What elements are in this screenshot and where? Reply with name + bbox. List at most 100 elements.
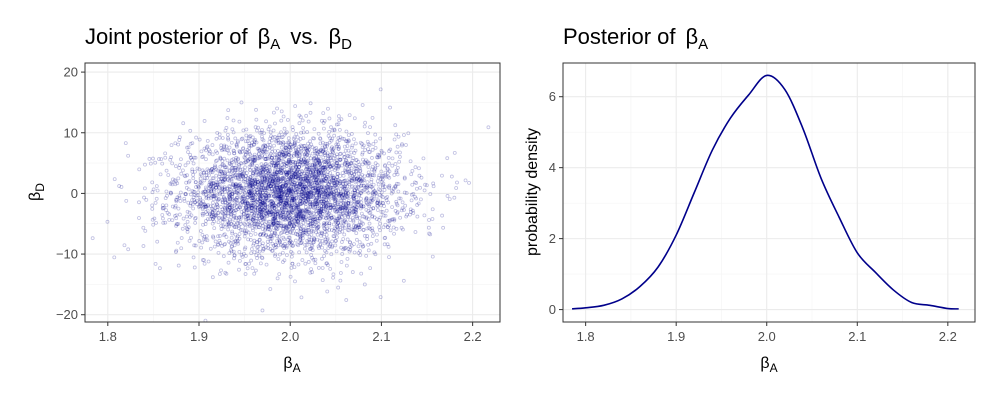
scatter-point	[333, 207, 338, 212]
scatter-point	[371, 206, 376, 211]
scatter-point	[447, 197, 452, 202]
scatter-point	[332, 154, 337, 158]
scatter-point	[342, 187, 347, 192]
scatter-point	[387, 175, 392, 180]
scatter-point	[357, 182, 361, 187]
scatter-point	[216, 211, 220, 216]
scatter-point	[289, 175, 294, 180]
scatter-point	[298, 201, 303, 206]
scatter-x-tick-label: 2.0	[281, 329, 299, 344]
scatter-point	[225, 206, 230, 211]
scatter-point	[361, 221, 365, 226]
scatter-point	[286, 152, 290, 156]
scatter-point	[270, 149, 275, 154]
scatter-point	[350, 270, 355, 274]
scatter-point	[375, 163, 380, 168]
scatter-point	[326, 187, 331, 192]
scatter-point	[222, 187, 226, 192]
scatter-point	[276, 190, 281, 195]
scatter-point	[266, 227, 271, 232]
scatter-point	[233, 232, 238, 237]
scatter-point	[308, 139, 313, 144]
scatter-point	[203, 189, 208, 194]
scatter-point	[250, 135, 255, 140]
scatter-point	[281, 210, 286, 215]
scatter-point	[335, 178, 340, 182]
scatter-point	[449, 174, 454, 179]
scatter-point	[245, 171, 249, 175]
scatter-point	[194, 185, 198, 189]
scatter-point	[333, 197, 338, 202]
scatter-point	[237, 172, 242, 177]
scatter-point	[166, 173, 171, 177]
scatter-point	[296, 159, 301, 164]
scatter-point	[304, 177, 309, 182]
scatter-point	[339, 117, 344, 122]
scatter-point	[197, 205, 201, 209]
scatter-point	[352, 242, 356, 247]
scatter-point	[256, 167, 260, 172]
scatter-point	[233, 136, 238, 141]
scatter-point	[279, 190, 284, 195]
scatter-point	[273, 213, 278, 218]
scatter-point	[250, 173, 255, 178]
scatter-point	[253, 181, 258, 186]
scatter-point	[234, 201, 239, 206]
scatter-point	[303, 196, 308, 201]
scatter-point	[222, 185, 227, 190]
scatter-point	[398, 150, 402, 155]
scatter-point	[328, 206, 333, 211]
scatter-point	[305, 152, 310, 157]
scatter-point	[278, 185, 283, 190]
scatter-point	[426, 225, 431, 230]
scatter-point	[301, 221, 306, 225]
scatter-point	[277, 201, 282, 206]
scatter-point	[249, 247, 254, 251]
scatter-point	[198, 180, 203, 185]
scatter-point	[302, 230, 307, 235]
scatter-point	[276, 170, 281, 175]
scatter-point	[387, 169, 392, 174]
scatter-point	[267, 181, 272, 186]
scatter-point	[366, 190, 371, 195]
scatter-point	[306, 195, 311, 200]
scatter-point	[309, 182, 313, 187]
scatter-point	[291, 198, 296, 203]
scatter-point	[231, 174, 236, 178]
scatter-point	[302, 246, 307, 251]
scatter-point	[270, 180, 275, 184]
scatter-point	[237, 267, 241, 272]
scatter-point	[204, 218, 208, 223]
scatter-point	[351, 210, 356, 214]
scatter-point	[306, 211, 311, 216]
scatter-point	[369, 196, 374, 201]
scatter-point	[324, 189, 328, 193]
scatter-point	[262, 197, 267, 202]
scatter-point	[286, 136, 291, 141]
scatter-point	[123, 141, 128, 146]
scatter-point	[383, 222, 388, 227]
scatter-point	[303, 162, 308, 167]
scatter-point	[286, 187, 291, 192]
scatter-point	[289, 198, 294, 203]
scatter-point	[349, 171, 354, 175]
scatter-point	[299, 233, 304, 238]
scatter-point	[247, 261, 251, 266]
scatter-point	[354, 200, 359, 205]
scatter-point	[467, 180, 471, 185]
scatter-point	[325, 153, 330, 158]
scatter-point	[176, 206, 181, 211]
scatter-point	[189, 192, 193, 197]
scatter-point	[246, 190, 251, 194]
scatter-point	[301, 186, 305, 191]
scatter-point	[202, 170, 206, 175]
scatter-point	[338, 157, 343, 162]
scatter-point	[317, 193, 322, 198]
scatter-point	[333, 203, 338, 208]
scatter-point	[311, 224, 316, 229]
scatter-point	[371, 142, 376, 146]
scatter-point	[390, 217, 394, 222]
scatter-point	[317, 246, 321, 251]
scatter-point	[286, 190, 291, 195]
scatter-point	[311, 136, 315, 141]
